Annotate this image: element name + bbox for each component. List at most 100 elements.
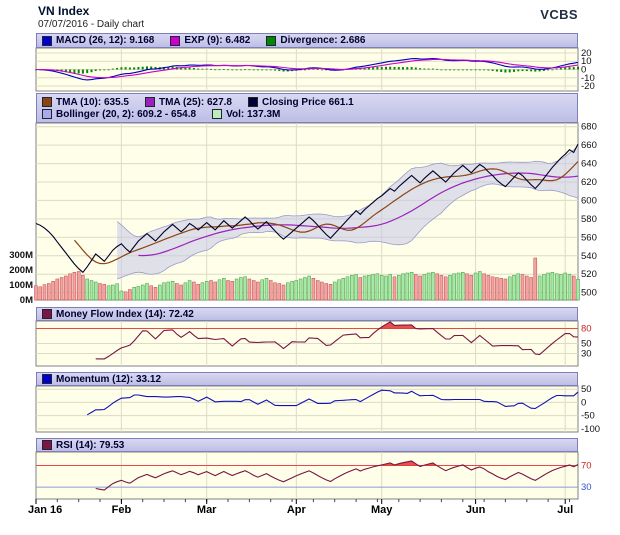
tma10-legend-item: TMA (10): 635.5	[42, 97, 129, 108]
svg-text:Jul: Jul	[557, 504, 573, 516]
momentum-legend: Momentum (12): 33.12	[36, 372, 578, 386]
momentum-legend-item: Momentum (12): 33.12	[42, 374, 161, 385]
svg-text:50: 50	[581, 339, 592, 350]
svg-text:30: 30	[581, 349, 592, 360]
closing-price-legend-item: Closing Price 661.1	[247, 96, 354, 108]
svg-text:560: 560	[581, 232, 597, 243]
rsi-panel	[35, 451, 579, 500]
macd-legend-label: MACD (26, 12): 9.168	[56, 35, 155, 46]
svg-text:200M: 200M	[9, 265, 33, 276]
rsi-line	[95, 460, 579, 491]
svg-text:-100: -100	[581, 424, 600, 435]
divergence-legend-item: Divergence: 2.686	[266, 35, 365, 46]
rsi-swatch-icon	[42, 440, 52, 450]
bottom-axis-ticks	[35, 499, 570, 504]
exp-legend-label: EXP (9): 6.482	[184, 35, 251, 46]
volume-swatch-icon	[212, 109, 223, 119]
momentum-panel	[35, 385, 579, 433]
svg-text:500: 500	[581, 288, 597, 299]
svg-text:0: 0	[581, 65, 586, 76]
svg-text:680: 680	[581, 122, 597, 133]
svg-text:Apr: Apr	[287, 504, 307, 516]
price-legend-row1: TMA (10): 635.5 TMA (25): 627.8 Closing …	[42, 97, 354, 108]
svg-text:Mar: Mar	[197, 504, 217, 516]
svg-text:10: 10	[581, 56, 592, 67]
chart-subtitle: 07/07/2016 - Daily chart	[38, 19, 145, 30]
svg-text:Jan 16: Jan 16	[28, 504, 62, 516]
chart-title: VN Index	[38, 4, 90, 18]
svg-text:-50: -50	[581, 411, 595, 422]
bollinger-legend-item: Bollinger (20, 2): 609.2 - 654.8	[42, 109, 196, 120]
svg-text:30: 30	[581, 482, 592, 493]
closing-price-line	[35, 143, 579, 274]
price-axis-labels: 680 660 640 620 600 580 560 540 520 500	[581, 122, 597, 299]
closing-price-swatch-icon	[247, 97, 258, 107]
tma25-swatch-icon	[144, 97, 155, 107]
svg-text:Jun: Jun	[466, 504, 486, 516]
rsi-legend-item: RSI (14): 79.53	[42, 440, 124, 451]
tma25-legend-item: TMA (25): 627.8	[144, 96, 232, 108]
mfi-line	[95, 321, 579, 360]
price-legend: TMA (10): 635.5 TMA (25): 627.8 Closing …	[36, 93, 578, 123]
month-axis-labels: Jan 16 Feb Mar Apr May Jun Jul	[28, 504, 573, 516]
svg-text:520: 520	[581, 269, 597, 280]
rsi-legend: RSI (14): 79.53	[36, 438, 578, 452]
momentum-axis-labels: 50 0 -50 -100	[581, 384, 600, 435]
volume-legend-label: Vol: 137.3M	[226, 108, 281, 120]
exp-legend-item: EXP (9): 6.482	[170, 35, 250, 46]
momentum-swatch-icon	[42, 374, 52, 384]
tma25-legend-label: TMA (25): 627.8	[158, 96, 232, 108]
exp-line	[36, 58, 579, 79]
svg-text:-20: -20	[581, 81, 595, 92]
tma10-line	[73, 161, 579, 265]
svg-text:80: 80	[581, 324, 592, 335]
divergence-legend-label: Divergence: 2.686	[280, 35, 366, 46]
svg-text:May: May	[371, 504, 393, 516]
volume-legend-item: Vol: 137.3M	[212, 109, 280, 120]
svg-text:100M: 100M	[9, 280, 33, 291]
macd-legend: MACD (26, 12): 9.168 EXP (9): 6.482 Dive…	[36, 33, 578, 48]
bollinger-swatch-icon	[42, 109, 52, 119]
svg-text:0: 0	[581, 397, 586, 408]
svg-text:20: 20	[581, 48, 592, 59]
bollinger-band	[117, 145, 578, 279]
svg-text:660: 660	[581, 140, 597, 151]
svg-text:70: 70	[581, 461, 592, 472]
tma10-swatch-icon	[42, 97, 52, 107]
svg-text:300M: 300M	[9, 250, 33, 261]
svg-text:640: 640	[581, 159, 597, 170]
divergence-swatch-icon	[266, 35, 277, 46]
momentum-line	[86, 389, 579, 416]
mfi-legend-item: Money Flow Index (14): 72.42	[42, 309, 194, 320]
volume-axis-labels: 300M 200M 100M 0M	[9, 250, 33, 306]
rsi-axis-labels: 70 30	[581, 461, 592, 494]
rsi-legend-label: RSI (14): 79.53	[56, 439, 125, 451]
svg-text:600: 600	[581, 195, 597, 206]
svg-text:580: 580	[581, 214, 597, 225]
svg-text:50: 50	[581, 384, 592, 395]
mfi-swatch-icon	[42, 309, 52, 319]
svg-text:0M: 0M	[20, 295, 33, 306]
svg-text:-10: -10	[581, 73, 595, 84]
exp-swatch-icon	[170, 35, 181, 46]
mfi-overbought-fill	[379, 321, 416, 329]
bollinger-lower-line	[116, 183, 579, 280]
closing-price-legend-label: Closing Price 661.1	[261, 96, 354, 108]
macd-swatch-icon	[42, 35, 52, 46]
mfi-legend-label: Money Flow Index (14): 72.42	[56, 308, 194, 320]
svg-text:620: 620	[581, 177, 597, 188]
tma10-legend-label: TMA (10): 635.5	[56, 96, 129, 108]
brand-logo: VCBS	[540, 7, 578, 22]
svg-text:540: 540	[581, 251, 597, 262]
volume-bars	[34, 257, 580, 301]
price-legend-row2: Bollinger (20, 2): 609.2 - 654.8 Vol: 13…	[42, 109, 280, 120]
bollinger-upper-line	[116, 145, 579, 238]
svg-text:Feb: Feb	[112, 504, 132, 516]
bollinger-legend-label: Bollinger (20, 2): 609.2 - 654.8	[56, 108, 197, 120]
mfi-legend: Money Flow Index (14): 72.42	[36, 307, 578, 321]
macd-legend-item: MACD (26, 12): 9.168	[42, 35, 154, 46]
